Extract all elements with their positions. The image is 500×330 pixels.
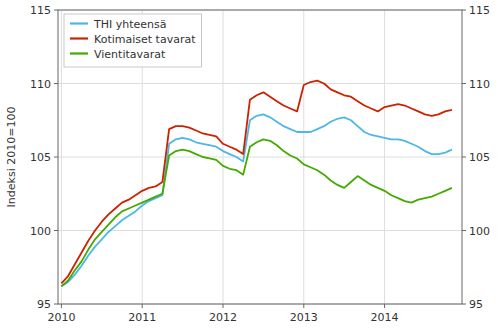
grid [58, 10, 462, 304]
x-tick [61, 304, 62, 308]
x-tick-label: 2013 [290, 311, 318, 324]
y-tick [54, 304, 58, 305]
y2-tick-label: 105 [469, 151, 490, 164]
y-tick [54, 157, 58, 158]
y-tick [54, 83, 58, 84]
grid-line-x [384, 10, 385, 304]
grid-line-x [303, 10, 304, 304]
y2-tick-label: 110 [469, 78, 490, 91]
y-tick-label: 110 [30, 78, 51, 91]
x-tick [303, 304, 304, 308]
y-tick-label: 100 [30, 225, 51, 238]
grid-line-x [222, 10, 223, 304]
legend-label: Kotimaiset tavarat [94, 33, 196, 46]
y2-tick-label: 100 [469, 225, 490, 238]
y-tick [54, 230, 58, 231]
x-tick-label: 2014 [371, 311, 399, 324]
y2-tick [462, 304, 466, 305]
x-tick-label: 2012 [209, 311, 237, 324]
y2-tick [462, 10, 466, 11]
grid-line-y [58, 157, 462, 158]
y-tick-label: 105 [30, 151, 51, 164]
x-tick [142, 304, 143, 308]
y-tick-label: 115 [30, 4, 51, 17]
series-line [61, 139, 452, 286]
grid-line-y [58, 230, 462, 231]
legend-box [64, 14, 201, 67]
series-line [61, 81, 452, 284]
x-tick [384, 304, 385, 308]
legend-swatch [70, 37, 88, 39]
chart: 95 100 105 110 115 95 100 105 110 115 2010 2011 2012… [0, 0, 500, 330]
axes: 95 100 105 110 115 95 100 105 110 115 2010 2011 2012… [30, 4, 490, 324]
series-line [61, 114, 452, 286]
y-axis-label: Indeksi 2010=100 [5, 107, 18, 208]
lines [61, 81, 452, 287]
y-tick [54, 10, 58, 11]
legend-label: THI yhteensä [93, 18, 167, 31]
plot-frame [58, 10, 462, 304]
x-tick-label: 2011 [128, 311, 156, 324]
y2-tick [462, 83, 466, 84]
y2-tick-label: 95 [469, 298, 483, 311]
x-tick-label: 2010 [47, 311, 75, 324]
y2-tick [462, 230, 466, 231]
grid-line-y [58, 83, 462, 84]
legend-swatch [70, 52, 88, 54]
legend-swatch [70, 22, 88, 24]
y2-tick-label: 115 [469, 4, 490, 17]
y-tick-label: 95 [37, 298, 51, 311]
legend-label: Vientitavarat [94, 48, 166, 61]
y2-tick [462, 157, 466, 158]
x-tick [222, 304, 223, 308]
grid-line-x [61, 10, 62, 304]
legend: THI yhteensä Kotimaiset tavarat Vientitava… [64, 14, 201, 67]
